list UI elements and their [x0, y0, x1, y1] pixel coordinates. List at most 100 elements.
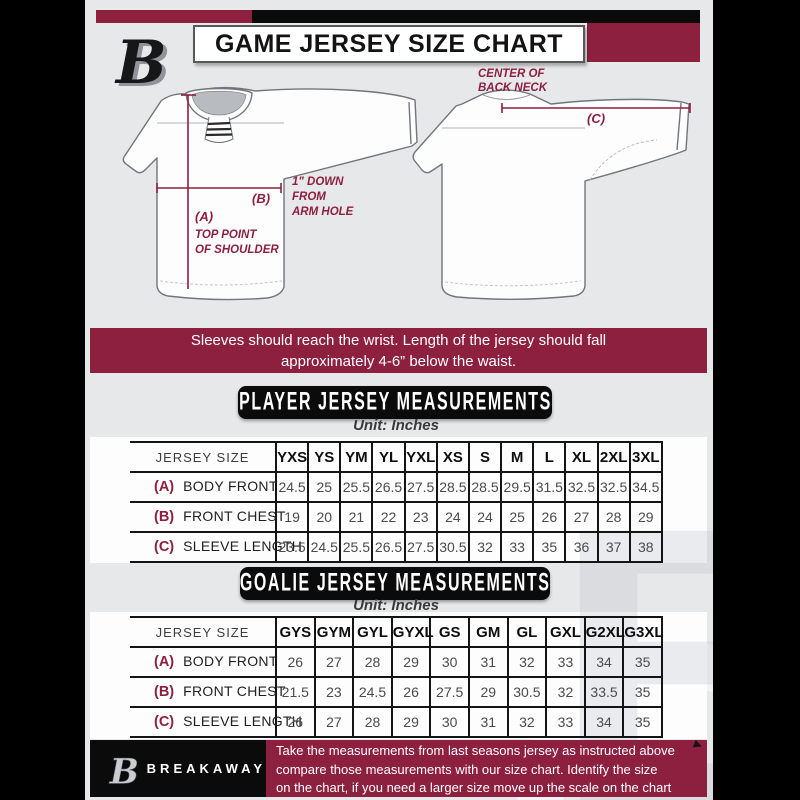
jersey-size-header: JERSEY SIZE	[155, 624, 250, 640]
front-jersey-drawing	[122, 86, 418, 301]
size-column-header: YM	[339, 442, 373, 472]
label-b-line2: FROM	[292, 191, 326, 203]
label-neck-line2: BACK NECK	[478, 82, 548, 94]
size-column-header: GYM	[313, 617, 354, 647]
measurement-value: 24.5	[307, 532, 341, 562]
measurement-value: 32	[506, 647, 547, 677]
size-column-header: 3XL	[628, 442, 663, 472]
size-column-header: 2XL	[596, 442, 630, 472]
size-column-header: YXS	[274, 442, 309, 472]
size-column-header: XL	[564, 442, 598, 472]
measurement-key: (A)	[154, 654, 175, 670]
table-row: (B) FRONT CHEST 21.5 23 24.5 26 27.5 29 30.5 32 33…	[130, 677, 663, 707]
measurement-value: 30.5	[506, 677, 547, 707]
measurement-value: 32.5	[596, 472, 630, 502]
measurement-value: 20	[307, 502, 341, 532]
size-column-header: YXL	[403, 442, 437, 472]
goalie-table: JERSEY SIZE GYS GYM GYL GYXL GS GM GL GXL G2XL G3X…	[130, 616, 664, 738]
measurement-value: 29	[628, 502, 663, 532]
measurement-value: 32	[506, 707, 547, 737]
collar-laces	[205, 121, 233, 137]
measurement-value: 29	[467, 677, 508, 707]
measurement-value: 30	[429, 647, 469, 677]
size-column-header: YL	[371, 442, 405, 472]
size-column-header: GM	[467, 617, 508, 647]
measurement-value: 26	[390, 677, 431, 707]
measurement-value: 35	[622, 647, 663, 677]
measurement-value: 35	[532, 532, 566, 562]
logo-letter: B	[114, 28, 167, 96]
label-neck-line1: CENTER OF	[478, 68, 545, 80]
measurement-label: (C) SLEEVE LENGTH	[130, 532, 302, 562]
measurement-key: (B)	[154, 684, 175, 700]
measurement-value: 27.5	[403, 472, 437, 502]
measurement-value: 25	[500, 502, 534, 532]
measurement-value: 26.5	[371, 472, 405, 502]
measurement-value: 31	[467, 647, 508, 677]
footer-instructions: Take the measurements from last seasons …	[266, 740, 707, 797]
measurement-value: 29	[390, 647, 431, 677]
goalie-section-title: GOALIE JERSEY MEASUREMENTS	[239, 569, 551, 597]
measurement-value: 21.5	[275, 677, 315, 707]
measurement-value: 26.5	[371, 532, 405, 562]
label-b-line3: ARM HOLE	[291, 206, 354, 218]
goalie-section-header: GOALIE JERSEY MEASUREMENTS	[240, 567, 550, 600]
measurement-value: 36	[564, 532, 598, 562]
measurement-value: 28	[596, 502, 630, 532]
measurement-value: 30.5	[435, 532, 469, 562]
measurement-value: 25.5	[339, 532, 373, 562]
size-column-header: GYXL	[390, 617, 434, 647]
breakaway-logo-icon: B B	[114, 28, 171, 96]
measurement-name: BODY FRONT	[183, 478, 278, 494]
size-column-header: M	[500, 442, 534, 472]
measurement-value: 28.5	[467, 472, 502, 502]
measurement-key: (C)	[154, 539, 175, 555]
measurement-value: 38	[628, 532, 663, 562]
measurement-label: (B) FRONT CHEST	[130, 502, 285, 532]
measurement-name: BODY FRONT	[183, 653, 278, 669]
measurement-value: 37	[596, 532, 630, 562]
footer-logo-icon: B	[108, 752, 137, 791]
footer-line2: compare those measurements with our size…	[276, 761, 658, 777]
measurement-value: 22	[371, 502, 405, 532]
measurement-value: 29.5	[500, 472, 534, 502]
size-column-header: XS	[435, 442, 469, 472]
measurement-value: 19	[274, 502, 309, 532]
measurement-value: 33.5	[583, 677, 624, 707]
measurement-value: 35	[622, 707, 663, 737]
measurement-value: 23	[403, 502, 437, 532]
measurement-value: 34	[583, 647, 624, 677]
measurement-value: 28	[352, 707, 392, 737]
size-column-header: G3XL	[622, 617, 664, 647]
size-column-header: L	[532, 442, 566, 472]
measurement-value: 31.5	[532, 472, 566, 502]
size-column-header: G2XL	[583, 617, 625, 647]
goalie-measurements-table: JERSEY SIZE GYS GYM GYL GYXL GS GM GL GXL G2XL G3X…	[130, 616, 664, 738]
player-unit-label: Unit: Inches	[353, 417, 439, 434]
measurement-value: 27.5	[429, 677, 469, 707]
measurement-key: (B)	[154, 509, 175, 525]
measurement-key: (C)	[154, 714, 175, 730]
label-a-key: (A)	[195, 209, 213, 224]
measurement-value: 25.5	[339, 472, 373, 502]
brand-name: BREAKAWAY	[146, 761, 266, 776]
label-a-line1: TOP POINT	[195, 229, 257, 241]
footer-brand-box: B BREAKAWAY	[90, 740, 266, 797]
svg-text:B: B	[109, 752, 137, 791]
player-table: JERSEY SIZE YXS YS YM YL YXL XS S M L XL 2XL 3XL (A) B…	[130, 441, 663, 563]
collar-inner	[191, 90, 247, 116]
measurement-key: (A)	[154, 479, 175, 495]
measurement-value: 27	[313, 647, 354, 677]
measurement-value: 33	[500, 532, 534, 562]
title-accent-block	[587, 23, 700, 62]
measurement-value: 26	[275, 647, 315, 677]
measurement-label: (B) FRONT CHEST	[130, 677, 285, 707]
measurement-value: 30	[429, 707, 469, 737]
measurement-value: 24	[435, 502, 469, 532]
size-column-header: GS	[429, 617, 469, 647]
measurement-value: 33	[545, 707, 585, 737]
measurement-value: 24.5	[274, 472, 309, 502]
label-b-line1: 1" DOWN	[292, 176, 344, 188]
measurement-value: 23.5	[274, 532, 309, 562]
measurement-value: 33	[545, 647, 585, 677]
